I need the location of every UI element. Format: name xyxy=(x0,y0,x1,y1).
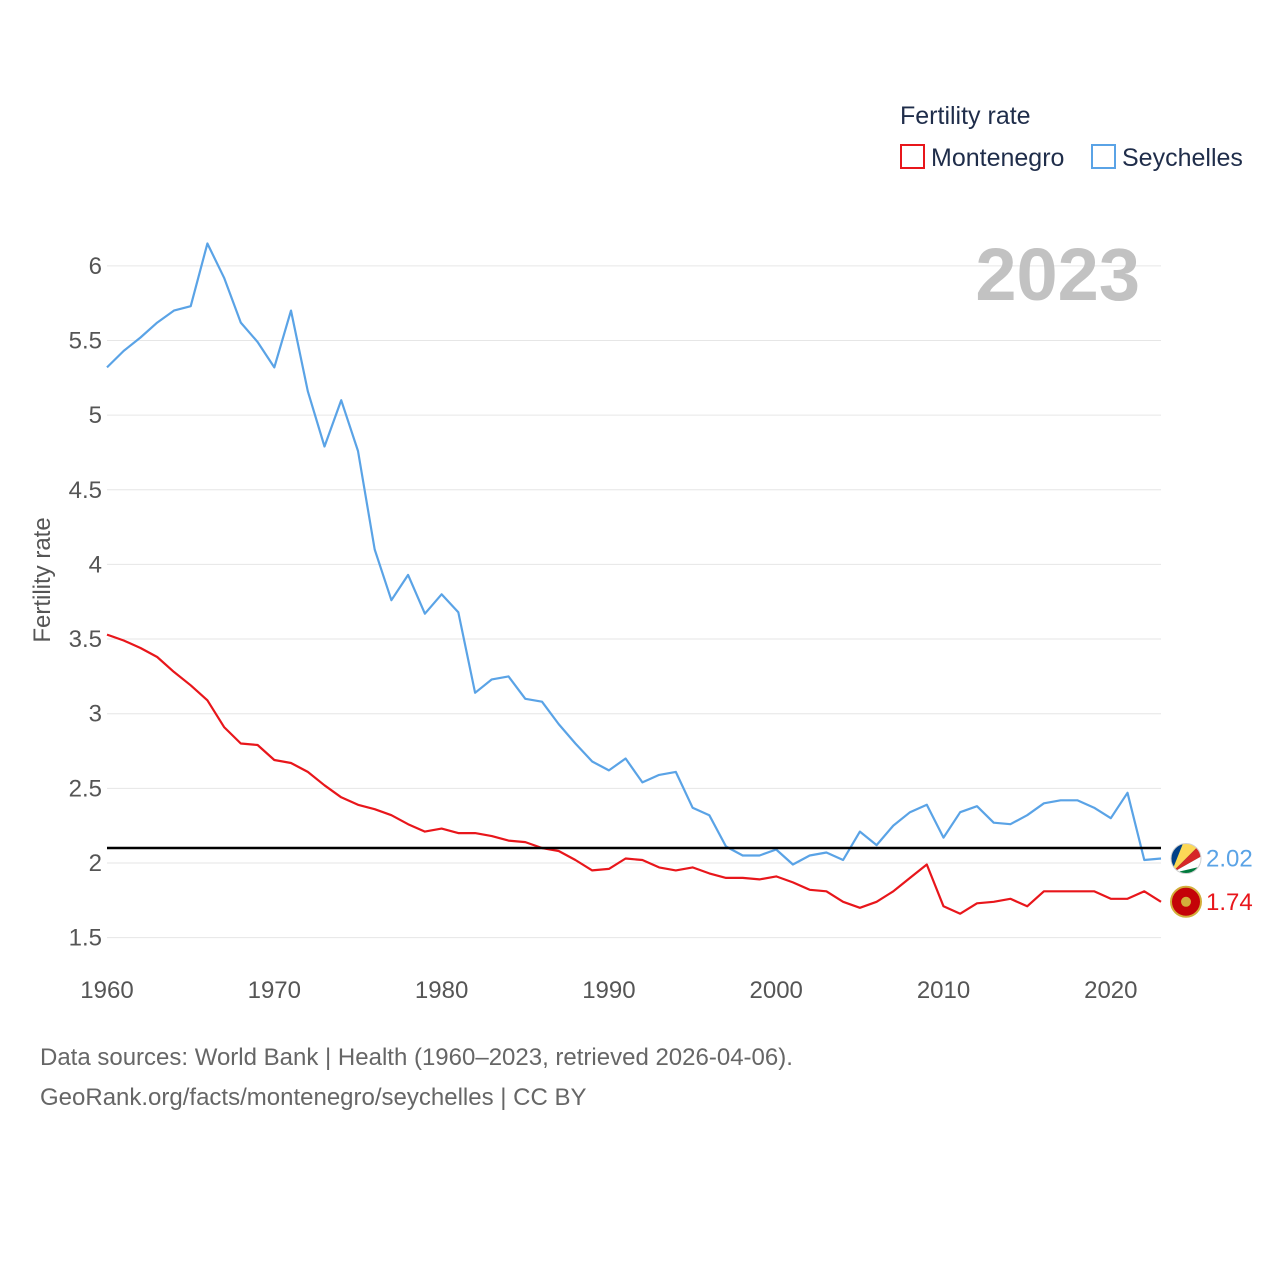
series-lines xyxy=(106,242,1162,915)
end-value-montenegro: 1.74 xyxy=(1206,889,1253,916)
year-display: 2023 xyxy=(975,233,1140,316)
series-line-montenegro xyxy=(106,633,1162,915)
end-value-seychelles: 2.02 xyxy=(1206,845,1253,872)
footer-link: GeoRank.org/facts/montenegro/seychelles … xyxy=(40,1084,587,1111)
montenegro-flag-icon xyxy=(1170,885,1202,918)
y-tick-label: 2 xyxy=(89,850,102,877)
footer-sources: Data sources: World Bank | Health (1960–… xyxy=(40,1044,793,1071)
y-axis-title: Fertility rate xyxy=(29,517,56,642)
end-markers: 1.74 2.02 xyxy=(1170,842,1253,918)
legend-swatch-montenegro xyxy=(900,144,925,169)
x-tick-label: 1970 xyxy=(248,977,301,1004)
y-tick-label: 4 xyxy=(89,551,102,578)
legend-item-seychelles[interactable]: Seychelles xyxy=(1091,144,1243,172)
x-tick-label: 2020 xyxy=(1084,977,1137,1004)
x-tick-label: 1980 xyxy=(415,977,468,1004)
y-tick-label: 4.5 xyxy=(69,477,102,504)
legend-title: Fertility rate xyxy=(900,102,1031,130)
series-line-seychelles xyxy=(106,242,1162,866)
y-tick-label: 5 xyxy=(89,402,102,429)
legend-item-montenegro[interactable]: Montenegro xyxy=(900,144,1064,172)
legend-label-seychelles: Seychelles xyxy=(1122,144,1243,172)
legend-swatch-seychelles xyxy=(1091,144,1116,169)
y-tick-label: 5.5 xyxy=(69,327,102,354)
grid-lines xyxy=(107,265,1161,939)
seychelles-flag-icon xyxy=(1170,842,1202,874)
x-tick-label: 1960 xyxy=(80,977,133,1004)
x-axis-ticks: 1960 1970 1980 1990 2000 2010 2020 xyxy=(80,977,1137,1004)
y-tick-label: 6 xyxy=(89,253,102,280)
legend-label-montenegro: Montenegro xyxy=(931,144,1064,172)
x-tick-label: 1990 xyxy=(582,977,635,1004)
y-tick-label: 2.5 xyxy=(69,775,102,802)
x-tick-label: 2000 xyxy=(750,977,803,1004)
y-axis-ticks: 1.5 2 2.5 3 3.5 4 4.5 5 5.5 6 xyxy=(69,253,102,952)
legend: Fertility rate Montenegro Seychelles xyxy=(900,102,1243,172)
x-tick-label: 2010 xyxy=(917,977,970,1004)
y-tick-label: 3.5 xyxy=(69,626,102,653)
y-tick-label: 1.5 xyxy=(69,925,102,952)
y-tick-label: 3 xyxy=(89,701,102,728)
